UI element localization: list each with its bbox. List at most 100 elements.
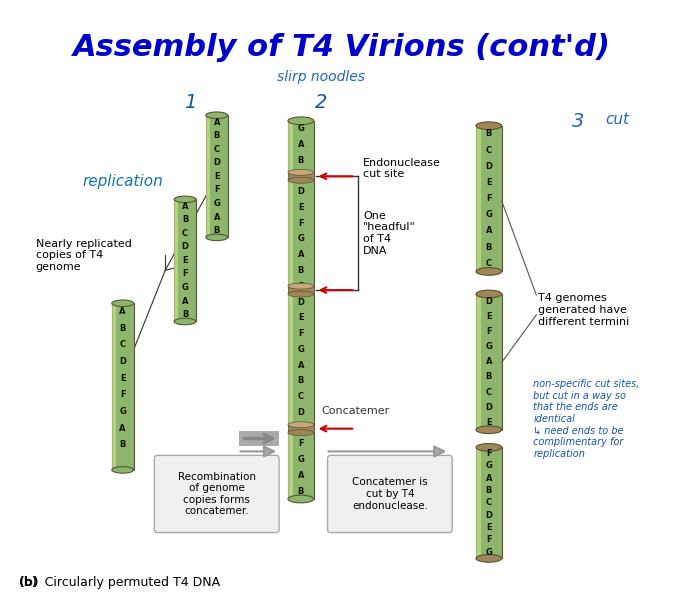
Ellipse shape <box>476 290 501 298</box>
Text: D: D <box>486 511 493 520</box>
Text: D: D <box>119 357 126 366</box>
Text: B: B <box>486 243 492 252</box>
Text: E: E <box>120 374 125 383</box>
Text: F: F <box>120 391 125 400</box>
Text: A: A <box>119 424 126 433</box>
Text: C: C <box>486 259 492 268</box>
Text: D: D <box>486 403 493 412</box>
Text: A: A <box>297 250 304 259</box>
Text: B: B <box>486 486 492 495</box>
Text: F: F <box>298 439 303 448</box>
Text: 2: 2 <box>314 93 327 112</box>
Text: E: E <box>182 256 188 265</box>
Bar <box>174 200 196 322</box>
Ellipse shape <box>288 117 314 124</box>
Text: G: G <box>486 548 493 557</box>
Text: A: A <box>182 202 188 210</box>
Ellipse shape <box>476 426 501 433</box>
Text: B: B <box>298 487 304 496</box>
Text: F: F <box>486 194 492 203</box>
Ellipse shape <box>206 112 227 118</box>
Text: non-specific cut sites,
but cut in a way so
that the ends are
identical
↳ need e: non-specific cut sites, but cut in a way… <box>534 379 640 459</box>
Text: G: G <box>119 407 126 416</box>
Ellipse shape <box>174 318 196 325</box>
Bar <box>476 447 481 558</box>
Bar <box>288 172 314 180</box>
Text: cut: cut <box>606 112 630 127</box>
Text: C: C <box>214 145 220 154</box>
Text: G: G <box>213 199 220 208</box>
Text: D: D <box>486 297 493 306</box>
Text: D: D <box>297 297 304 307</box>
Text: (b)  Circularly permuted T4 DNA: (b) Circularly permuted T4 DNA <box>18 576 220 588</box>
FancyBboxPatch shape <box>154 456 279 532</box>
Text: A: A <box>297 140 304 149</box>
Ellipse shape <box>288 177 314 183</box>
Text: G: G <box>486 342 493 351</box>
Text: A: A <box>182 297 188 306</box>
Bar <box>288 286 314 294</box>
Text: 1: 1 <box>184 93 196 112</box>
Text: Concatemer is
cut by T4
endonuclease.: Concatemer is cut by T4 endonuclease. <box>352 477 428 511</box>
Text: E: E <box>298 313 303 322</box>
Text: F: F <box>486 535 492 545</box>
Ellipse shape <box>288 291 314 297</box>
Text: One
"headful"
of T4
DNA: One "headful" of T4 DNA <box>363 211 416 255</box>
Text: E: E <box>486 312 492 321</box>
Text: A: A <box>297 361 304 370</box>
Text: A: A <box>214 118 220 127</box>
Ellipse shape <box>288 169 314 175</box>
Text: B: B <box>182 215 188 224</box>
Text: F: F <box>298 219 303 228</box>
Ellipse shape <box>112 466 134 473</box>
Text: Recombination
of genome
copies forms
concatemer.: Recombination of genome copies forms con… <box>177 472 256 516</box>
Text: G: G <box>297 234 304 243</box>
Bar <box>174 200 178 322</box>
Text: B: B <box>298 266 304 275</box>
Text: E: E <box>486 178 492 187</box>
Bar <box>288 121 314 499</box>
Bar <box>476 126 481 272</box>
Text: G: G <box>297 455 304 464</box>
Text: E: E <box>298 424 303 433</box>
Bar <box>288 121 292 499</box>
Ellipse shape <box>476 122 501 130</box>
Text: A: A <box>486 227 492 236</box>
Text: C: C <box>486 498 492 507</box>
Text: B: B <box>214 131 220 140</box>
Text: C: C <box>298 171 304 180</box>
Text: Nearly replicated
copies of T4
genome: Nearly replicated copies of T4 genome <box>36 239 132 272</box>
Text: A: A <box>119 307 126 316</box>
Ellipse shape <box>288 430 314 436</box>
Text: F: F <box>182 269 188 278</box>
Text: B: B <box>298 156 304 165</box>
Text: G: G <box>297 124 304 133</box>
Bar <box>476 294 481 430</box>
Ellipse shape <box>476 267 501 275</box>
Text: C: C <box>120 340 126 349</box>
Text: G: G <box>297 345 304 354</box>
FancyBboxPatch shape <box>327 456 452 532</box>
Ellipse shape <box>476 444 501 451</box>
Text: F: F <box>298 329 303 338</box>
Text: D: D <box>297 408 304 417</box>
Ellipse shape <box>476 555 501 563</box>
Ellipse shape <box>174 196 196 203</box>
Text: B: B <box>486 129 492 138</box>
Text: G: G <box>486 210 493 219</box>
Text: D: D <box>297 187 304 196</box>
Text: D: D <box>213 158 220 167</box>
Bar <box>288 425 314 433</box>
Text: C: C <box>298 392 304 401</box>
Text: B: B <box>119 441 126 450</box>
Bar <box>240 431 279 447</box>
Text: Assembly of T4 Virions (cont'd): Assembly of T4 Virions (cont'd) <box>73 33 612 62</box>
Text: Concatemer: Concatemer <box>322 406 390 416</box>
Text: B: B <box>182 310 188 319</box>
Text: E: E <box>486 418 492 427</box>
Text: C: C <box>486 145 492 154</box>
Text: C: C <box>182 229 188 238</box>
Bar <box>476 126 501 272</box>
Text: E: E <box>298 203 303 212</box>
Text: A: A <box>486 474 492 483</box>
